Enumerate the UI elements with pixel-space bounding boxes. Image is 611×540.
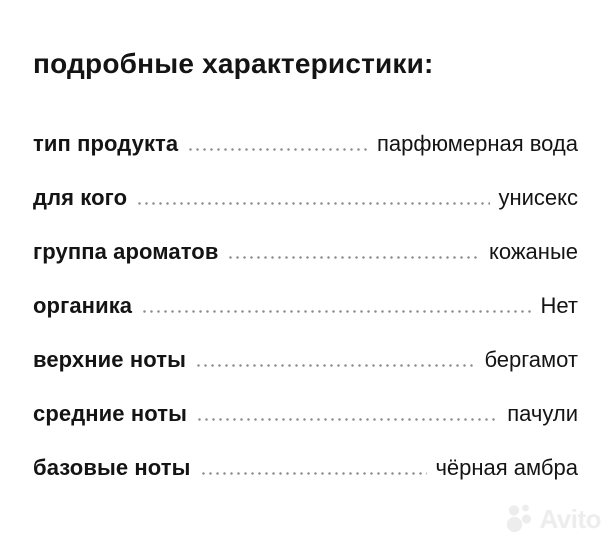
characteristic-row: базовые ноты чёрная амбра: [33, 455, 578, 481]
characteristic-label: базовые ноты: [33, 455, 191, 480]
characteristic-value: кожаные: [488, 239, 578, 264]
characteristic-value: бергамот: [484, 347, 578, 372]
characteristic-value: пачули: [507, 401, 578, 426]
characteristics-list: тип продукта парфюмерная вода для кого у…: [33, 131, 578, 481]
characteristic-label: органика: [33, 293, 133, 318]
characteristic-row: группа ароматов кожаные: [33, 239, 578, 265]
dot-leader: [227, 256, 481, 259]
watermark-label: Avito: [539, 503, 601, 534]
dot-leader: [199, 472, 428, 475]
characteristic-label: верхние ноты: [33, 347, 186, 372]
dot-leader: [141, 310, 533, 313]
dot-leader: [194, 364, 477, 367]
characteristic-value: Нет: [540, 293, 578, 318]
characteristic-row: для кого унисекс: [33, 185, 578, 211]
characteristic-row: средние ноты пачули: [33, 401, 578, 427]
characteristic-label: тип продукта: [33, 131, 179, 156]
dot-leader: [187, 148, 369, 151]
characteristic-value: парфюмерная вода: [376, 131, 578, 156]
page-title: подробные характеристики:: [33, 48, 434, 79]
characteristic-row: верхние ноты бергамот: [33, 347, 578, 373]
characteristic-label: для кого: [33, 185, 128, 210]
characteristics-panel: подробные характеристики: тип продукта п…: [33, 48, 578, 481]
characteristic-label: средние ноты: [33, 401, 187, 426]
characteristic-value: унисекс: [498, 185, 578, 210]
characteristic-row: органика Нет: [33, 293, 578, 319]
avito-watermark: Avito: [506, 503, 601, 534]
dot-leader: [136, 202, 491, 205]
characteristic-label: группа ароматов: [33, 239, 219, 264]
characteristic-value: чёрная амбра: [435, 455, 578, 480]
avito-circles-icon: [507, 504, 532, 533]
characteristic-row: тип продукта парфюмерная вода: [33, 131, 578, 157]
dot-leader: [195, 418, 500, 421]
